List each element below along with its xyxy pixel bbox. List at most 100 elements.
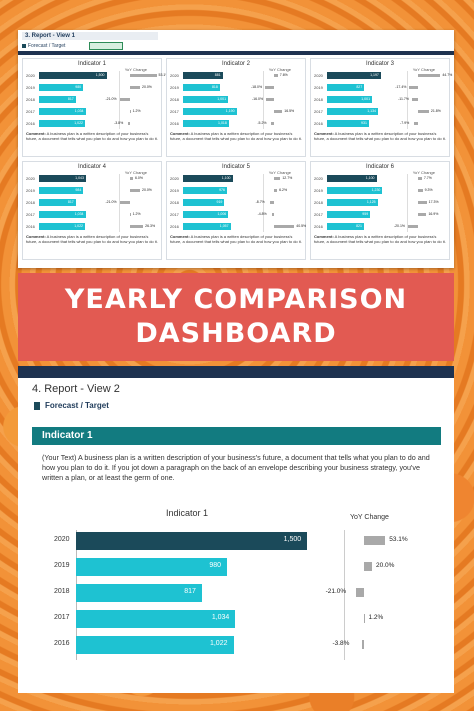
- comment-label: Comment:: [170, 234, 190, 239]
- yoy-label: 1.2%: [132, 109, 141, 113]
- value-bar-label: 1,034: [74, 212, 84, 216]
- yoy-label: 7.7%: [423, 176, 432, 180]
- value-bar: 1,197: [327, 72, 381, 79]
- indicator-thumbnail-grid: Indicator 1 YoY Change 2020 1,500 53.1% 2019 9…: [18, 55, 454, 263]
- row-year: 2018: [170, 200, 179, 205]
- value-bar: 1,100: [327, 175, 377, 182]
- indicator-card-comment: Comment: A business plan is a written de…: [26, 234, 158, 244]
- indicator-card-row: 2018 919 -8.7%: [170, 198, 302, 208]
- value-bar-label: 984: [75, 188, 82, 192]
- yoy-label: -5.2%: [257, 121, 267, 125]
- indicator-card-row: 2019 1,230 9.3%: [314, 186, 446, 196]
- indicator-card-comment: Comment: A business plan is a written de…: [314, 234, 446, 244]
- comment-text: A business plan is a written description…: [314, 234, 446, 244]
- chart-category-label: 2018: [54, 588, 70, 595]
- yoy-bar: [130, 213, 131, 216]
- row-year: 2020: [170, 176, 179, 181]
- yoy-bar: [265, 86, 274, 89]
- legend-square-icon: [34, 401, 40, 410]
- row-year: 2018: [26, 200, 35, 205]
- value-bar: 1,057: [183, 223, 231, 230]
- yoy-label: -21.0%: [105, 97, 117, 101]
- comment-text: A business plan is a written description…: [26, 131, 158, 141]
- chart-value-label: 1,034: [211, 614, 230, 621]
- yoy-bar: [412, 98, 418, 101]
- yoy-label: 1.2%: [132, 212, 141, 216]
- chart-row: 2020 1,500 53.1%: [18, 532, 454, 550]
- legend-label: Forecast / Target: [45, 401, 109, 410]
- value-bar-label: 881: [214, 73, 221, 77]
- yoy-bar: [271, 213, 274, 216]
- indicator-card-title: Indicator 5: [221, 164, 251, 170]
- indicator-card-row: 2019 818 -18.0%: [170, 83, 302, 93]
- indicator-1-chart: Indicator 1 YoY Change 2020 1,500 53.1% 201…: [18, 504, 454, 693]
- indicator-card-row: 2020 1,043 6.0%: [26, 174, 158, 184]
- yoy-bar: [418, 177, 422, 180]
- indicator-card-rows: 2020 1,043 6.0% 2019 984 20.0% 2018 817 -21.0% 20…: [26, 174, 158, 232]
- indicator-card: Indicator 5 YoY Change 2020 1,100 12.7% 2019 9…: [166, 161, 306, 260]
- report-view-1-legend: Forecast / Target: [22, 42, 450, 50]
- indicator-card-rows: 2020 881 7.6% 2019 818 -18.0% 2018 1,001 -16.0% 2…: [170, 71, 302, 129]
- report-view-2-title: 4. Report - View 2: [32, 383, 120, 395]
- indicator-description: (Your Text) A business plan is a written…: [42, 453, 430, 483]
- indicator-card-row: 2018 1,125 17.3%: [314, 198, 446, 208]
- title-banner: YEARLY COMPARISON DASHBOARD: [18, 273, 454, 361]
- value-bar-label: 1,500: [95, 73, 105, 77]
- comment-label: Comment:: [314, 131, 334, 136]
- value-bar: 1,034: [39, 211, 86, 218]
- yoy-bar: [274, 110, 283, 113]
- value-bar: 1,125: [327, 199, 378, 206]
- indicator-card-rows: 2020 1,500 53.1% 2019 980 20.0% 2018 817 -21.0% 2…: [26, 71, 168, 129]
- indicator-card-comment: Comment: A business plan is a written de…: [26, 131, 158, 141]
- report-view-1-header: 3. Report - View 1 Forecast / Target: [18, 30, 454, 50]
- forecast-input-box[interactable]: [89, 42, 124, 50]
- chart-value-bar: 817: [76, 584, 202, 602]
- chart-category-label: 2016: [54, 640, 70, 647]
- value-bar: 827: [327, 84, 365, 91]
- chart-row: 2018 817 -21.0%: [18, 584, 454, 602]
- comment-label: Comment:: [26, 234, 46, 239]
- yoy-label: -11.7%: [398, 97, 409, 101]
- row-year: 2016: [314, 224, 323, 229]
- row-year: 2019: [26, 188, 35, 193]
- yoy-label: 26.3%: [145, 224, 156, 228]
- yoy-bar: [274, 225, 295, 228]
- yoy-label: 20.0%: [142, 188, 152, 192]
- value-bar-label: 1,034: [74, 109, 84, 113]
- indicator-card-row: 2017 1,190 16.5%: [170, 107, 302, 117]
- chart-category-label: 2019: [54, 562, 70, 569]
- value-bar: 931: [327, 120, 369, 127]
- value-bar-label: 976: [219, 188, 225, 192]
- banner-title-line-1: YEARLY COMPARISON: [64, 284, 408, 315]
- indicator-card-comment: Comment: A business plan is a written de…: [170, 234, 302, 244]
- value-bar-label: 1,134: [367, 109, 377, 113]
- row-year: 2016: [26, 121, 35, 126]
- chart-yoy-label: 20.0%: [376, 562, 395, 569]
- value-bar-label: 1,001: [361, 97, 371, 101]
- comment-label: Comment:: [170, 131, 190, 136]
- chart-row: 2019 980 20.0%: [18, 558, 454, 576]
- value-bar-label: 1,057: [219, 224, 229, 228]
- yoy-label: -3.8%: [114, 121, 124, 125]
- yoy-bar: [119, 201, 130, 204]
- yoy-bar: [130, 225, 144, 228]
- value-bar-label: 1,018: [218, 121, 227, 125]
- indicator-card: Indicator 4 YoY Change 2020 1,043 6.0% 2019 98…: [22, 161, 162, 260]
- value-bar: 1,100: [183, 175, 233, 182]
- report-view-1-panel: 3. Report - View 1 Forecast / Target Ind…: [18, 30, 454, 268]
- value-bar-label: 1,230: [371, 188, 381, 192]
- value-bar: 1,043: [39, 175, 86, 182]
- indicator-card-row: 2018 1,001 -11.7%: [314, 95, 446, 105]
- indicator-card-row: 2016 1,057 40.5%: [170, 222, 306, 232]
- value-bar: 959: [327, 211, 371, 218]
- report-view-2-legend: Forecast / Target: [18, 395, 454, 410]
- chart-value-label: 980: [209, 562, 222, 569]
- chart-yoy-label: -21.0%: [325, 588, 347, 595]
- indicator-card-row: 2018 817 -21.0%: [26, 95, 158, 105]
- chart-value-bar: 1,034: [76, 610, 236, 628]
- indicator-card-row: 2019 976 6.2%: [170, 186, 302, 196]
- yoy-bar: [130, 189, 140, 192]
- value-bar: 1,018: [183, 120, 229, 127]
- chart-row: 2017 1,034 1.2%: [18, 610, 454, 628]
- chart-yoy-divider: [344, 530, 345, 660]
